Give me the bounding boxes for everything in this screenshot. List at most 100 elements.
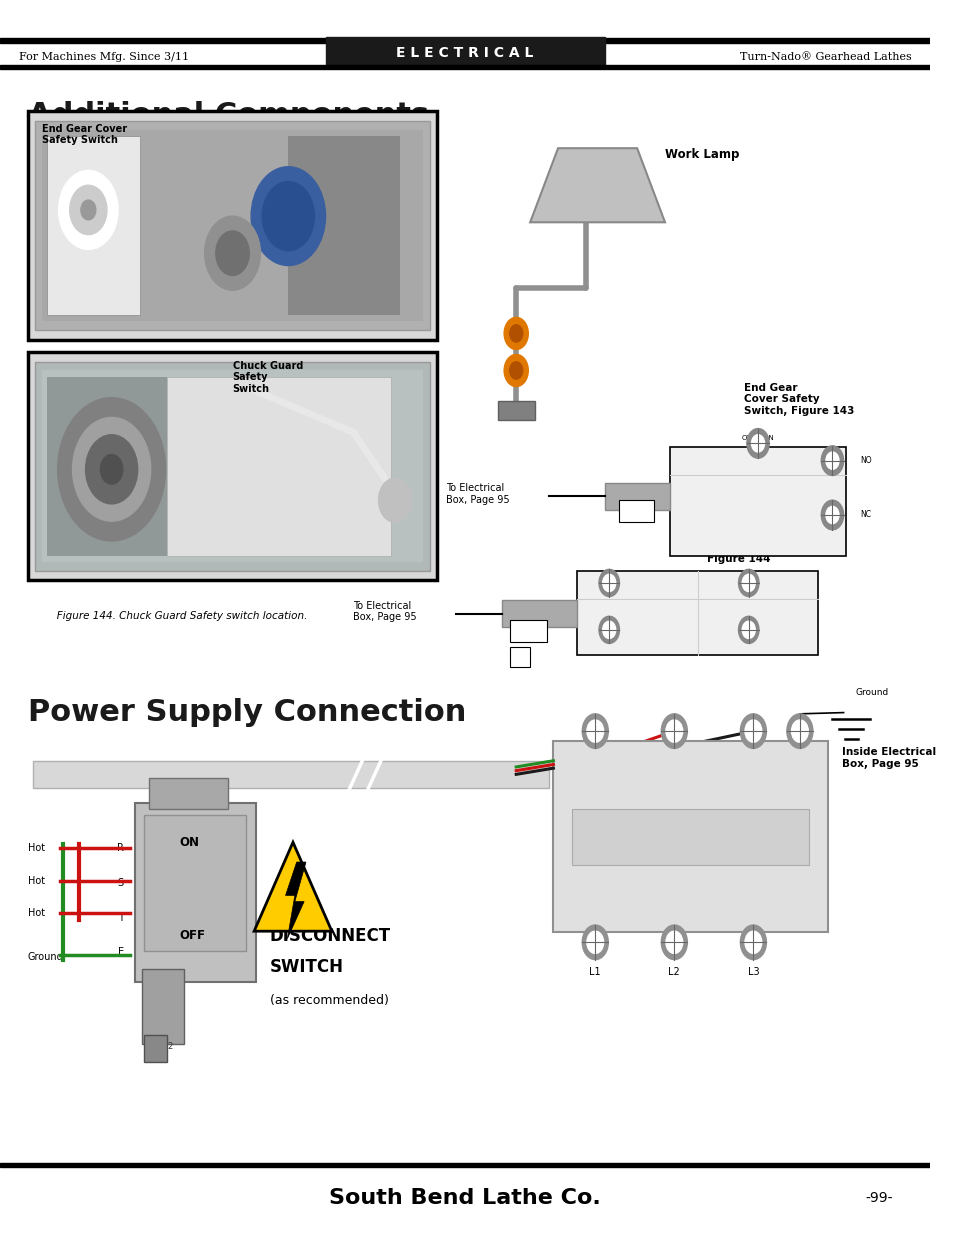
Text: 2: 2 bbox=[590, 619, 594, 625]
Circle shape bbox=[751, 435, 763, 452]
Circle shape bbox=[70, 185, 107, 235]
Text: Ground: Ground bbox=[28, 952, 64, 962]
Circle shape bbox=[251, 167, 325, 266]
Circle shape bbox=[786, 714, 812, 748]
Bar bbox=[288, 136, 399, 315]
Text: MASTER: MASTER bbox=[669, 816, 711, 826]
Bar bbox=[144, 815, 246, 951]
Text: End Gear Cover
Safety Switch: End Gear Cover Safety Switch bbox=[42, 124, 127, 144]
Text: 4: 4 bbox=[729, 619, 734, 625]
Text: Work Lamp: Work Lamp bbox=[664, 148, 739, 162]
Circle shape bbox=[509, 362, 522, 379]
Circle shape bbox=[262, 182, 314, 251]
Polygon shape bbox=[530, 148, 664, 222]
Text: L2: L2 bbox=[668, 967, 679, 977]
Bar bbox=[149, 778, 228, 809]
Circle shape bbox=[378, 478, 412, 522]
Bar bbox=[0, 38, 929, 43]
Bar bbox=[501, 600, 576, 627]
Bar bbox=[28, 111, 436, 340]
Bar bbox=[0, 65, 929, 69]
Text: Additional Components: Additional Components bbox=[28, 101, 429, 130]
Text: Figure 143. End Gear Cover Safety switch location.: Figure 143. End Gear Cover Safety switch… bbox=[47, 370, 321, 380]
Text: S: S bbox=[671, 716, 677, 726]
Bar bbox=[576, 571, 818, 655]
Text: Power Supply Connection: Power Supply Connection bbox=[28, 698, 466, 726]
Bar bbox=[144, 1035, 167, 1062]
Circle shape bbox=[738, 569, 759, 597]
Text: Turn-Nado® Gearhead Lathes: Turn-Nado® Gearhead Lathes bbox=[739, 52, 910, 62]
Text: R: R bbox=[591, 716, 598, 726]
Circle shape bbox=[741, 621, 755, 638]
Bar bbox=[47, 136, 139, 315]
Circle shape bbox=[581, 925, 608, 960]
Text: 1: 1 bbox=[590, 572, 594, 578]
Circle shape bbox=[738, 616, 759, 643]
Bar bbox=[509, 647, 530, 667]
Bar bbox=[35, 362, 429, 571]
Circle shape bbox=[586, 931, 603, 953]
Text: L1: L1 bbox=[589, 967, 600, 977]
Text: A1: A1 bbox=[631, 506, 640, 516]
Circle shape bbox=[215, 231, 249, 275]
Text: A1: A1 bbox=[523, 626, 533, 636]
Circle shape bbox=[81, 200, 95, 220]
Bar bbox=[167, 377, 390, 556]
Bar bbox=[32, 761, 548, 788]
Text: NC: NC bbox=[622, 625, 634, 635]
Circle shape bbox=[586, 720, 603, 742]
Circle shape bbox=[665, 931, 682, 953]
Circle shape bbox=[72, 417, 151, 521]
Circle shape bbox=[825, 506, 838, 524]
Text: DISCONNECT: DISCONNECT bbox=[270, 926, 391, 945]
Polygon shape bbox=[253, 842, 332, 931]
Text: Figure 144. Chuck Guard Safety switch location.: Figure 144. Chuck Guard Safety switch lo… bbox=[47, 611, 307, 621]
Bar bbox=[669, 447, 845, 556]
Circle shape bbox=[57, 398, 166, 541]
Circle shape bbox=[665, 720, 682, 742]
Text: COMMON: COMMON bbox=[740, 435, 774, 441]
Bar bbox=[42, 130, 423, 321]
Circle shape bbox=[598, 569, 618, 597]
Text: NC: NC bbox=[622, 578, 634, 588]
Text: Inside Electrical
Box, Page 95: Inside Electrical Box, Page 95 bbox=[841, 747, 935, 768]
Text: To Electrical
Box, Page 95: To Electrical Box, Page 95 bbox=[446, 483, 510, 505]
Bar bbox=[47, 377, 167, 556]
Circle shape bbox=[660, 714, 686, 748]
Text: SWITCH: SWITCH bbox=[270, 957, 343, 976]
Circle shape bbox=[503, 317, 528, 350]
Text: R: R bbox=[116, 844, 124, 853]
Text: T: T bbox=[118, 913, 124, 923]
Text: Ground: Ground bbox=[855, 688, 888, 697]
Circle shape bbox=[821, 500, 842, 530]
Circle shape bbox=[744, 931, 760, 953]
Text: NO: NO bbox=[860, 456, 871, 466]
Bar bbox=[497, 401, 535, 420]
Text: For Machines Mfg. Since 3/11: For Machines Mfg. Since 3/11 bbox=[18, 52, 189, 62]
Text: S: S bbox=[117, 878, 124, 888]
Circle shape bbox=[58, 170, 118, 249]
Bar bbox=[553, 741, 827, 932]
Circle shape bbox=[825, 452, 838, 469]
Text: ON: ON bbox=[179, 836, 199, 850]
Polygon shape bbox=[285, 862, 306, 939]
Bar bbox=[28, 352, 436, 580]
Circle shape bbox=[791, 720, 807, 742]
Circle shape bbox=[746, 429, 768, 458]
Text: E: E bbox=[796, 716, 802, 726]
Text: Hot: Hot bbox=[28, 908, 45, 918]
Circle shape bbox=[100, 454, 123, 484]
Bar bbox=[509, 620, 546, 642]
Text: Chuck Guard
Safety
Switch: Chuck Guard Safety Switch bbox=[233, 361, 303, 394]
Bar bbox=[325, 37, 604, 67]
Text: T: T bbox=[750, 716, 756, 726]
Text: End Gear
Cover Safety
Switch, Figure 143: End Gear Cover Safety Switch, Figure 143 bbox=[743, 383, 854, 416]
Bar bbox=[604, 483, 669, 510]
Circle shape bbox=[741, 574, 755, 592]
Circle shape bbox=[204, 216, 260, 290]
Circle shape bbox=[740, 925, 765, 960]
Circle shape bbox=[740, 714, 765, 748]
Text: To Electrical
Box, Page 95: To Electrical Box, Page 95 bbox=[353, 600, 416, 622]
Bar bbox=[572, 809, 808, 864]
Text: NO: NO bbox=[761, 625, 774, 635]
